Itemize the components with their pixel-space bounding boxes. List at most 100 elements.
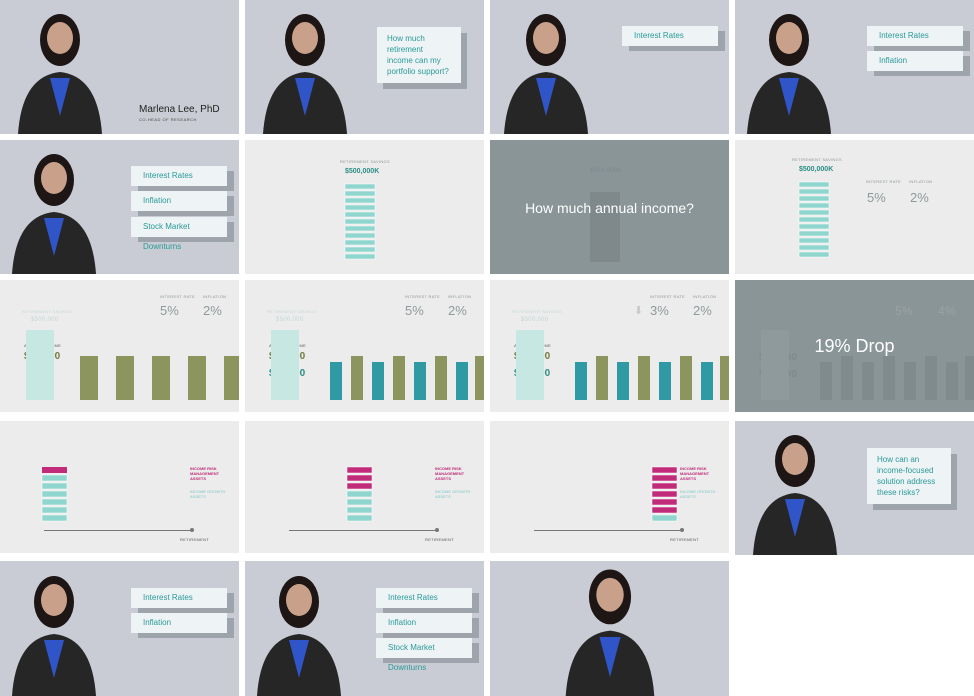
- frame-4[interactable]: Interest Rates Inflation: [735, 0, 974, 134]
- timeline-label: RETIREMENT: [425, 537, 454, 542]
- rate-value: 5%: [895, 304, 913, 318]
- tag-interest-rates: Interest Rates: [131, 166, 227, 186]
- savings-stack: [798, 181, 830, 258]
- presenter-figure: [747, 14, 831, 134]
- savings-label: RETIREMENT SAVINGS: [792, 157, 842, 162]
- presenter-figure: [12, 154, 96, 274]
- rate-label: INTEREST RATE: [650, 294, 686, 299]
- tag-stock-market-downturns: Stock Market Downturns: [376, 638, 472, 672]
- frame-9[interactable]: RETIREMENT SAVINGS $500,000 INTEREST RAT…: [0, 280, 239, 412]
- savings-amount: $500,000K: [799, 166, 834, 173]
- frame-19[interactable]: [490, 561, 729, 696]
- frame-10[interactable]: RETIREMENT SAVINGS $500,000 INTEREST RAT…: [245, 280, 484, 412]
- inflation-label: INFLATION: [448, 294, 472, 299]
- tag-inflation: Inflation: [131, 191, 227, 211]
- presenter-figure: [12, 576, 96, 696]
- presenter-figure: [263, 14, 347, 134]
- inflation-value: 2%: [448, 303, 467, 318]
- inflation-value: 4%: [938, 304, 956, 318]
- frame-17[interactable]: Interest Rates Inflation: [0, 561, 239, 696]
- frame-5[interactable]: Interest Rates Inflation Stock Market Do…: [0, 140, 239, 274]
- presenter-figure: [504, 14, 588, 134]
- tag-interest-rates: Interest Rates: [622, 26, 718, 46]
- rate-value: 5%: [160, 303, 179, 318]
- risk-management-label: INCOME RISK MANAGEMENT ASSETS: [680, 466, 710, 481]
- inflation-value: 2%: [203, 303, 222, 318]
- frame-8[interactable]: RETIREMENT SAVINGS $500,000K INTEREST RA…: [735, 140, 974, 274]
- savings-amount: $500,000: [521, 317, 549, 323]
- timeline-label: RETIREMENT: [180, 537, 209, 542]
- savings-label: RETIREMENT SAVINGS: [512, 309, 562, 314]
- growth-label: INCOME GROWTH ASSETS: [190, 489, 226, 499]
- question-card: How much retirement income can my portfo…: [377, 27, 461, 83]
- frame-14[interactable]: INCOME RISK MANAGEMENT ASSETS INCOME GRO…: [245, 421, 484, 553]
- overlay-question: How much annual income?: [525, 200, 694, 216]
- income-bars: [26, 330, 239, 400]
- savings-amount: $500,000: [31, 317, 59, 323]
- frame-7[interactable]: $500,000K How much annual income?: [490, 140, 729, 274]
- rate-value: 3%: [650, 303, 669, 318]
- frame-1[interactable]: Marlena Lee, PhD CO-HEAD OF RESEARCH: [0, 0, 239, 134]
- inflation-label: INFLATION: [693, 294, 717, 299]
- rate-label: INTEREST RATE: [160, 294, 196, 299]
- frame-3[interactable]: Interest Rates: [490, 0, 729, 134]
- savings-amount: $500,000K: [345, 168, 380, 175]
- asset-stack: [651, 466, 678, 522]
- savings-stack: [344, 183, 376, 260]
- inflation-label: INFLATION: [909, 179, 933, 184]
- tag-inflation: Inflation: [376, 613, 472, 633]
- growth-label: INCOME GROWTH ASSETS: [435, 489, 471, 499]
- tag-interest-rates: Interest Rates: [376, 588, 472, 608]
- frame-12[interactable]: 5% 4% $28,000 $22,400 19% Drop: [735, 280, 974, 412]
- tag-inflation: Inflation: [867, 51, 963, 71]
- tag-interest-rates: Interest Rates: [867, 26, 963, 46]
- speaker-name: Marlena Lee, PhD: [139, 104, 220, 115]
- growth-label: INCOME GROWTH ASSETS: [680, 489, 716, 499]
- timeline-axis: [289, 530, 437, 531]
- tag-stock-market-downturns: Stock Market Downturns: [131, 217, 227, 251]
- savings-label: RETIREMENT SAVINGS: [340, 159, 390, 164]
- ghost-stack: [590, 192, 620, 262]
- timeline-dot: [190, 528, 194, 532]
- frame-6[interactable]: RETIREMENT SAVINGS $500,000K: [245, 140, 484, 274]
- timeline-axis: [44, 530, 192, 531]
- frame-13[interactable]: INCOME RISK MANAGEMENT ASSETS INCOME GRO…: [0, 421, 239, 553]
- frame-18[interactable]: Interest Rates Inflation Stock Market Do…: [245, 561, 484, 696]
- tag-inflation: Inflation: [131, 613, 227, 633]
- inflation-label: INFLATION: [203, 294, 227, 299]
- rate-label: INTEREST RATE: [866, 179, 902, 184]
- frame-11[interactable]: RETIREMENT SAVINGS $500,000 INTEREST RAT…: [490, 280, 729, 412]
- presenter-figure: [18, 14, 102, 134]
- tag-interest-rates: Interest Rates: [131, 588, 227, 608]
- asset-stack: [41, 467, 68, 522]
- presenter-figure: [257, 576, 341, 696]
- inflation-value: 2%: [693, 303, 712, 318]
- ghost-amount: $500,000K: [590, 168, 622, 174]
- frame-2[interactable]: How much retirement income can my portfo…: [245, 0, 484, 134]
- savings-label: RETIREMENT SAVINGS: [22, 309, 72, 314]
- risk-management-label: INCOME RISK MANAGEMENT ASSETS: [190, 466, 220, 481]
- timeline-dot: [680, 528, 684, 532]
- rate-value: 5%: [405, 303, 424, 318]
- overlay-drop: 19% Drop: [814, 336, 895, 356]
- frame-16[interactable]: How can an income-focused solution addre…: [735, 421, 974, 555]
- presenter-figure: [753, 435, 837, 555]
- rate-value: 5%: [867, 190, 886, 205]
- timeline-label: RETIREMENT: [670, 537, 699, 542]
- timeline-dot: [435, 528, 439, 532]
- frame-15[interactable]: INCOME RISK MANAGEMENT ASSETS INCOME GRO…: [490, 421, 729, 553]
- speaker-title: CO-HEAD OF RESEARCH: [139, 117, 197, 122]
- timeline-axis: [534, 530, 682, 531]
- presenter-figure: [565, 569, 655, 696]
- savings-label: RETIREMENT SAVINGS: [267, 309, 317, 314]
- income-bars: [271, 330, 484, 400]
- down-arrow-icon: ⬇: [634, 305, 644, 317]
- income-bars: [516, 330, 729, 400]
- risk-management-label: INCOME RISK MANAGEMENT ASSETS: [435, 466, 465, 481]
- rate-label: INTEREST RATE: [405, 294, 441, 299]
- question-card: How can an income-focused solution addre…: [867, 448, 951, 504]
- inflation-value: 2%: [910, 190, 929, 205]
- savings-amount: $500,000: [276, 317, 304, 323]
- ghost-bars: [761, 330, 974, 400]
